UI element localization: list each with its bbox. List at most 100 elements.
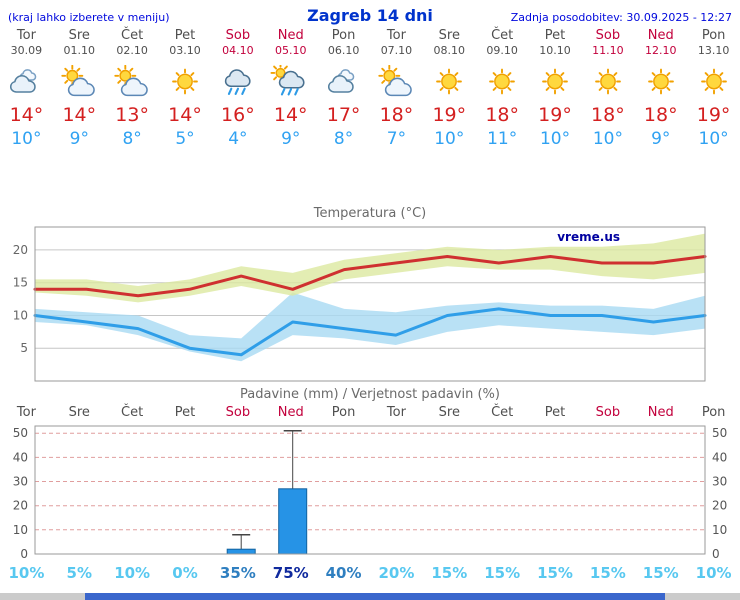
max-temp: 13° xyxy=(115,104,149,126)
day-date: 07.10 xyxy=(380,44,413,57)
sunny-weather-glyph xyxy=(489,68,516,95)
y-tick-label: 10 xyxy=(13,309,28,323)
menu-hint[interactable]: (kraj lahko izberete v meniju) xyxy=(8,11,170,24)
day-name: Čet xyxy=(491,28,514,43)
cloudy-weather-glyph xyxy=(327,69,354,93)
y-tick-label-left: 50 xyxy=(13,426,28,440)
precip-day-label: Sob xyxy=(595,405,621,420)
max-temp: 14° xyxy=(273,104,308,126)
sunny-weather-glyph xyxy=(172,68,198,95)
min-temp: 9° xyxy=(69,129,89,149)
precip-probability: 75% xyxy=(272,564,309,582)
y-tick-label: 15 xyxy=(13,276,28,290)
precip-day-label: Sob xyxy=(225,405,251,420)
y-tick-label-left: 0 xyxy=(20,547,28,561)
max-temp: 14° xyxy=(62,104,97,126)
day-column-04.10[interactable]: Sob 04.10 16° 4° xyxy=(211,28,264,150)
day-column-05.10[interactable]: Ned 05.10 14° 9° xyxy=(264,28,317,150)
precip-day-label: Tor xyxy=(386,405,406,420)
min-temp-line xyxy=(33,307,707,357)
day-date: 08.10 xyxy=(433,44,466,57)
partly-icon xyxy=(370,64,423,100)
sunny-weather-glyph xyxy=(700,68,727,95)
day-column-01.10[interactable]: Sre 01.10 14° 9° xyxy=(53,28,106,150)
y-tick-label-left: 20 xyxy=(13,499,28,513)
last-update: Zadnja posodobitev: 30.09.2025 - 12:27 xyxy=(510,11,732,24)
day-column-07.10[interactable]: Tor 07.10 18° 7° xyxy=(370,28,423,150)
max-temp: 18° xyxy=(591,104,625,126)
y-tick-label-right: 20 xyxy=(712,499,727,513)
partly-icon xyxy=(53,64,106,100)
cloudy-weather-glyph xyxy=(10,69,37,93)
precip-probability: 20% xyxy=(378,564,415,582)
rain-weather-glyph xyxy=(224,69,251,95)
precip-day-label: Ned xyxy=(647,405,674,420)
day-name: Sre xyxy=(438,28,460,43)
precip-bar xyxy=(278,488,308,555)
day-column-11.10[interactable]: Sob 11.10 18° 10° xyxy=(581,28,634,150)
partly-weather-glyph xyxy=(61,64,96,97)
precip-probability-row: 10% 5% 10% 0% 35% 75% 40% 20% 15% 15% 15% 15% 15% 10% xyxy=(0,564,740,582)
day-column-12.10[interactable]: Ned 12.10 18° 9° xyxy=(634,28,687,150)
min-temp: 7° xyxy=(386,129,407,149)
max-temp: 19° xyxy=(432,104,467,126)
precip-probability: 35% xyxy=(219,564,256,582)
day-name: Ned xyxy=(277,28,304,43)
partly-icon xyxy=(106,64,159,100)
day-column-02.10[interactable]: Čet 02.10 13° 8° xyxy=(106,28,159,150)
partly-weather-glyph xyxy=(114,64,148,97)
max-temp: 19° xyxy=(538,104,572,126)
cloudy-icon xyxy=(317,65,370,100)
min-range-band xyxy=(35,292,705,362)
max-temp: 18° xyxy=(643,104,678,126)
bottom-scrollbar-track[interactable] xyxy=(0,593,740,600)
precip-bar xyxy=(226,548,256,555)
min-temp: 10° xyxy=(539,129,571,149)
min-temp: 10° xyxy=(434,129,465,149)
day-column-13.10[interactable]: Pon 13.10 19° 10° xyxy=(687,28,740,150)
day-name: Sob xyxy=(595,28,621,43)
day-name: Tor xyxy=(16,28,36,43)
day-name: Pon xyxy=(331,28,356,43)
precip-day-label: Pet xyxy=(174,405,196,420)
rain-icon xyxy=(211,65,264,100)
precip-probability: 15% xyxy=(484,564,521,582)
precip-day-label: Pon xyxy=(701,405,726,420)
header: (kraj lahko izberete v meniju) Zagreb 14… xyxy=(0,0,740,25)
day-column-06.10[interactable]: Pon 06.10 17° 8° xyxy=(317,28,370,150)
max-temp: 16° xyxy=(221,104,255,126)
day-date: 10.10 xyxy=(539,44,571,57)
day-name: Ned xyxy=(647,28,674,43)
min-temp: 11° xyxy=(487,129,518,149)
day-column-30.09[interactable]: Tor 30.09 14° 10° xyxy=(0,28,53,150)
day-column-03.10[interactable]: Pet 03.10 14° 5° xyxy=(159,28,212,150)
day-name: Pet xyxy=(544,28,566,43)
max-temp: 19° xyxy=(696,104,731,126)
plot-border xyxy=(34,226,706,382)
precip-day-label: Pon xyxy=(331,405,356,420)
precip-day-label: Tor xyxy=(16,405,36,420)
day-date: 02.10 xyxy=(116,44,148,57)
plot-border xyxy=(34,425,706,555)
y-tick-label: 5 xyxy=(20,341,28,355)
day-name: Pon xyxy=(701,28,726,43)
day-column-10.10[interactable]: Pet 10.10 19° 10° xyxy=(529,28,582,150)
bottom-scrollbar-thumb[interactable] xyxy=(85,593,665,600)
day-name: Čet xyxy=(121,28,144,43)
y-tick-label-left: 30 xyxy=(13,475,28,489)
max-temp: 14° xyxy=(168,104,202,126)
temp-chart-title: Temperatura (°C) xyxy=(313,206,427,221)
precip-probability: 15% xyxy=(589,564,626,582)
min-temp: 10° xyxy=(698,129,729,149)
day-column-09.10[interactable]: Čet 09.10 18° 11° xyxy=(476,28,529,150)
day-column-08.10[interactable]: Sre 08.10 19° 10° xyxy=(423,28,476,150)
max-temp: 18° xyxy=(379,104,414,126)
precip-probability: 15% xyxy=(642,564,679,582)
precip-chart-title: Padavine (mm) / Verjetnost padavin (%) xyxy=(240,387,500,402)
min-temp: 9° xyxy=(281,129,301,149)
max-temp: 17° xyxy=(326,104,361,126)
y-tick-label-right: 0 xyxy=(712,547,720,561)
day-date: 06.10 xyxy=(327,44,360,57)
precip-probability: 10% xyxy=(695,564,732,582)
y-tick-label-right: 30 xyxy=(712,475,727,489)
